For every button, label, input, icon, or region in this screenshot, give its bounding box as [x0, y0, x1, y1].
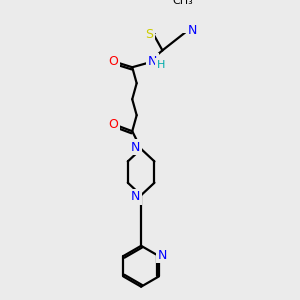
Text: N: N	[131, 141, 140, 154]
Text: O: O	[109, 118, 118, 131]
Text: S: S	[145, 28, 153, 41]
Text: CH₃: CH₃	[172, 0, 193, 6]
Text: N: N	[131, 190, 140, 203]
Text: N: N	[188, 24, 197, 37]
Text: N: N	[158, 249, 167, 262]
Text: N: N	[148, 55, 158, 68]
Text: H: H	[157, 60, 165, 70]
Text: O: O	[109, 56, 118, 68]
